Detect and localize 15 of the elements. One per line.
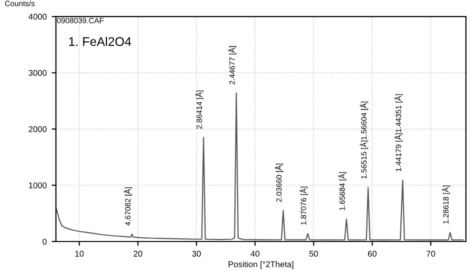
y-tick-label: 1000 <box>29 182 47 188</box>
x-tick-label: 10 <box>75 250 84 257</box>
x-tick-label: 70 <box>426 250 436 257</box>
x-axis-title: Position [°2Theta] <box>228 261 294 269</box>
x-tick-label: 50 <box>309 250 318 257</box>
x-tick-label: 20 <box>134 250 142 257</box>
y-tick-label: 0 <box>42 238 47 245</box>
x-tick-label: 40 <box>250 250 260 257</box>
y-tick-label: 3000 <box>28 70 47 76</box>
text: 1. FeAl2O4 <box>69 36 132 46</box>
y-tick-label: 4000 <box>28 14 47 20</box>
line-series <box>56 92 464 240</box>
x-tick-label: 30 <box>192 250 201 257</box>
x-tick-label: 60 <box>368 250 377 257</box>
y-tick-label: 2000 <box>28 126 47 132</box>
